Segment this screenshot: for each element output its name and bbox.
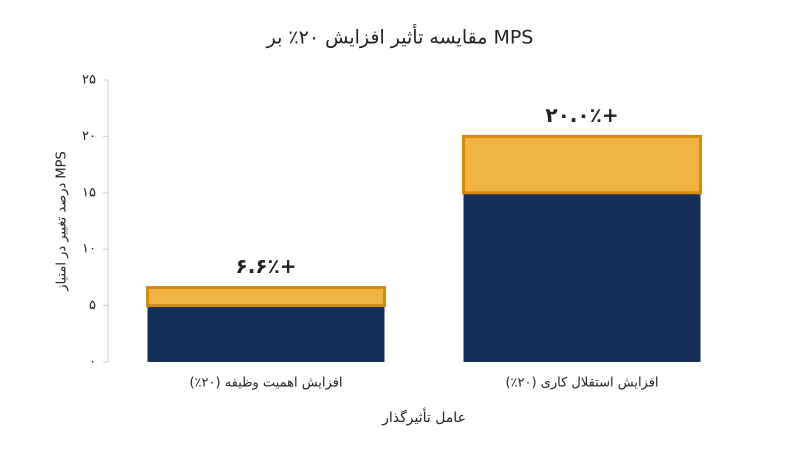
chart-title: مقایسه تأثیر افزایش ۲۰٪ بر MPS [266,24,534,49]
bar-segment [147,305,385,362]
y-axis-title: درصد تغییر در امتیاز MPS [55,151,70,291]
y-tick-label: ۵ [89,298,96,313]
y-tick-label: ۱۵ [82,185,96,200]
y-tick-label: ۲۵ [82,73,96,88]
bar-segment [462,134,702,195]
total-label: +۶.۶٪ [236,254,297,278]
y-tick-label: ۱۰ [82,242,96,257]
y-tick-label: ۰ [89,355,96,370]
bar-segment [146,286,386,308]
y-tick-label: ۲۰ [82,129,96,144]
x-axis-title: عامل تأثیرگذار [381,407,466,426]
x-tick-label: افزایش اهمیت وظیفه (۲۰٪) [189,376,342,391]
total-label: +۲۰.۰٪ [545,103,618,127]
x-tick-label: افزایش استقلال کاری (۲۰٪) [505,376,658,391]
bar-segment [463,192,701,362]
